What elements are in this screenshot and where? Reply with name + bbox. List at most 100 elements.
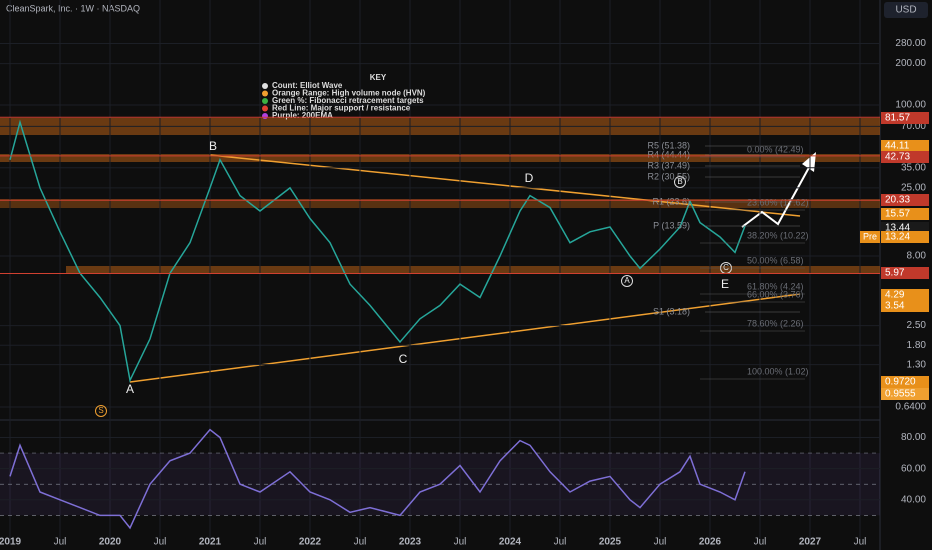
wave-label: A: [624, 276, 630, 285]
y-tick-label: 80.00: [901, 432, 926, 443]
fib-label: 61.80% (4.24): [747, 281, 804, 291]
x-tick-label: Jul: [54, 537, 67, 548]
fib-label: 38.20% (10.22): [747, 230, 809, 240]
y-tick-label: 35.00: [901, 162, 926, 173]
price-tag-bg: [881, 231, 929, 243]
x-tick-label: Jul: [654, 537, 667, 548]
x-tick-label: Jul: [154, 537, 167, 548]
key-dot: [262, 98, 268, 104]
price-tag-bg: [881, 112, 929, 124]
trendline: [209, 154, 801, 217]
x-tick-label: 2027: [799, 537, 822, 548]
wave-circle: [674, 176, 686, 188]
x-tick-label: Jul: [454, 537, 467, 548]
x-tick-label: Jul: [754, 537, 767, 548]
price-tag-bg: [881, 267, 929, 279]
hvn-zone: [0, 154, 880, 162]
price-tag: 3.54: [885, 301, 905, 312]
hvn-zone: [66, 266, 880, 274]
wave-label: C: [399, 352, 408, 366]
x-tick-label: 2019: [0, 537, 22, 548]
price-tag: 44.11: [885, 141, 910, 152]
wave-circle: [95, 405, 107, 417]
fib-label: 50.00% (6.58): [747, 255, 804, 265]
price-tag: 13.44: [885, 223, 910, 234]
price-line: [9, 119, 746, 383]
price-tag-bg: [881, 289, 929, 301]
x-tick-label: 2024: [499, 537, 522, 548]
fib-label: 78.60% (2.26): [747, 318, 804, 328]
price-tag-bg: [881, 388, 929, 400]
price-tag: 0.9555: [885, 389, 916, 400]
y-tick-label: 200.00: [895, 58, 926, 69]
x-tick-label: 2025: [599, 537, 622, 548]
x-tick-label: Jul: [854, 537, 867, 548]
price-tag-bg: [881, 208, 929, 220]
trendline: [129, 293, 801, 383]
price-tag: 13.24: [885, 232, 910, 243]
pivot-label: R5 (51.38): [647, 140, 690, 150]
x-tick-label: Jul: [354, 537, 367, 548]
price-tag: 4.29: [885, 290, 905, 301]
x-tick-label: Jul: [254, 537, 267, 548]
y-tick-label: 8.00: [907, 251, 927, 262]
key-dot: [262, 83, 268, 89]
fib-label: 23.60% (17.62): [747, 197, 809, 207]
key-dot: [262, 105, 268, 112]
projection-arrow: [741, 161, 813, 228]
price-tag: 20.33: [885, 195, 910, 206]
y-tick-label: 40.00: [901, 494, 926, 505]
key-dot: [262, 90, 268, 97]
y-tick-label: 2.50: [907, 320, 927, 331]
pivot-label: R2 (30.55): [647, 171, 690, 181]
y-tick-label: 100.00: [895, 100, 926, 111]
x-tick-label: 2023: [399, 537, 422, 548]
price-tag: 15.57: [885, 209, 910, 220]
key-item: Purple: 200EMA: [272, 111, 333, 120]
y-tick-label: 1.30: [907, 359, 927, 370]
price-line: [9, 428, 746, 530]
price-tag: 0.9720: [885, 377, 916, 388]
pivot-label: R1 (23.6): [652, 196, 690, 206]
key-item: Red Line: Major support / resistance: [272, 104, 411, 113]
hvn-zone: [0, 199, 880, 208]
badge-bg: [860, 231, 880, 243]
key-title: KEY: [370, 73, 387, 82]
wave-label: S: [98, 406, 103, 415]
key-item: Count: Elliot Wave: [272, 81, 343, 90]
price-tag-bg: [881, 376, 929, 388]
price-tag: 42.73: [885, 152, 910, 163]
pivot-label: R3 (37.49): [647, 160, 690, 170]
arrow-head: [802, 152, 816, 172]
x-tick-label: Jul: [554, 537, 567, 548]
currency-box: [884, 2, 928, 18]
key-dot: [262, 113, 268, 119]
x-tick-label: 2026: [699, 537, 722, 548]
wave-circle: [621, 275, 633, 287]
pivot-label: S1 (3.18): [653, 306, 690, 316]
price-tag-bg: [881, 194, 929, 206]
y-tick-label: 280.00: [895, 38, 926, 49]
x-tick-label: 2022: [299, 537, 322, 548]
wave-label: C: [723, 263, 729, 272]
pivot-label: P (13.59): [653, 220, 690, 230]
fib-label: 0.00% (42.49): [747, 144, 804, 154]
y-tick-label: 1.80: [907, 340, 927, 351]
key-item: Orange Range: High volume node (HVN): [272, 89, 426, 98]
y-tick-label: 25.00: [901, 183, 926, 194]
x-tick-label: 2020: [99, 537, 122, 548]
fib-label: 100.00% (1.02): [747, 366, 809, 376]
currency: USD: [895, 5, 916, 16]
symbol-header: CleanSpark, Inc. · 1W · NASDAQ: [6, 3, 140, 13]
wave-label: D: [525, 171, 534, 185]
price-tag-bg: [881, 300, 929, 312]
wave-label: A: [126, 382, 134, 396]
wave-label: E: [721, 277, 729, 291]
key-item: Green %: Fibonacci retracement targets: [272, 96, 424, 105]
price-tag: 81.57: [885, 113, 910, 124]
wave-label: B: [677, 177, 682, 186]
y-tick-label: 60.00: [901, 463, 926, 474]
fib-label: 66.00% (3.76): [747, 289, 804, 299]
